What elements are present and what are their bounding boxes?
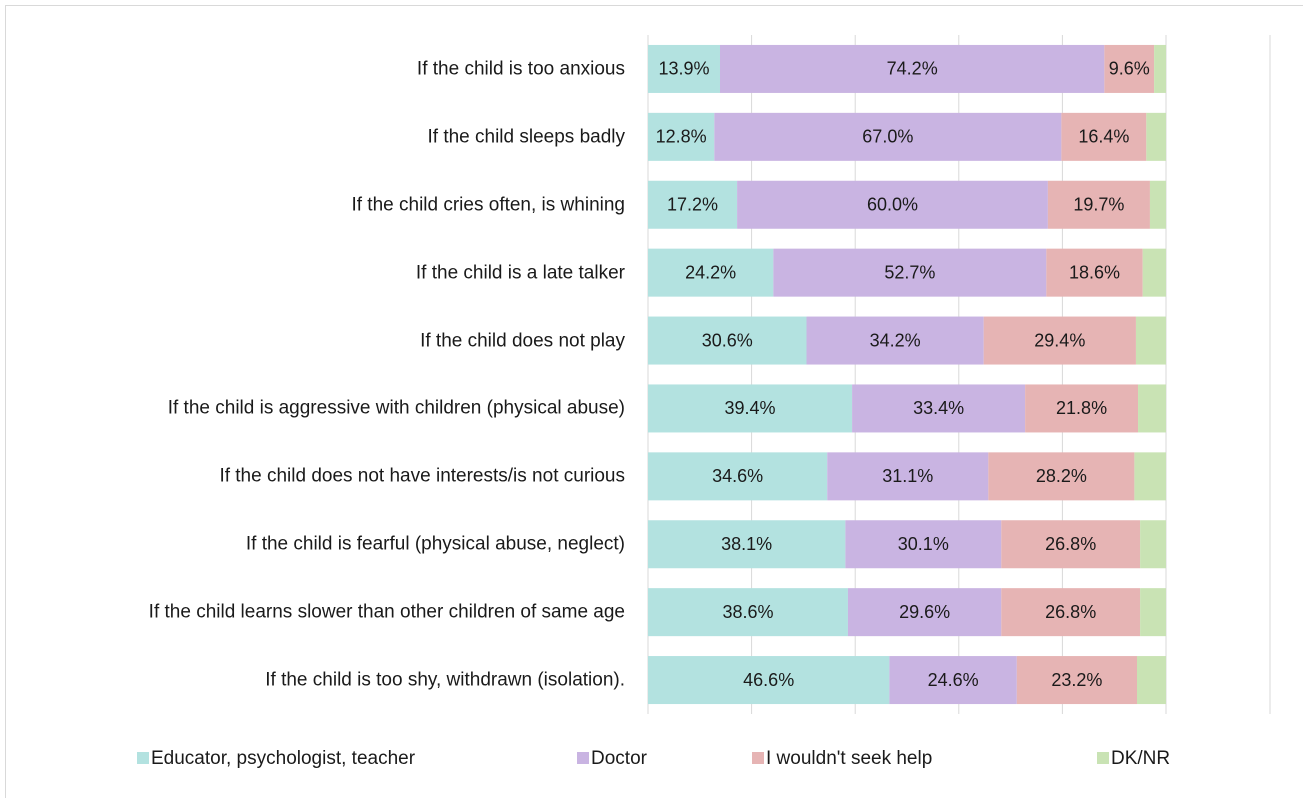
data-label: 24.6% xyxy=(928,670,979,690)
data-label: 28.2% xyxy=(1036,466,1087,486)
bar-segment xyxy=(1134,452,1166,501)
data-label: 34.6% xyxy=(712,466,763,486)
data-label: 24.2% xyxy=(685,262,736,282)
bar-segment xyxy=(714,112,1062,161)
category-label: If the child is too anxious xyxy=(416,58,625,80)
data-label: 30.1% xyxy=(898,534,949,554)
bar-segment xyxy=(1140,520,1166,569)
bar-segment xyxy=(648,588,848,637)
data-label: 26.8% xyxy=(1045,534,1096,554)
legend-label: Doctor xyxy=(591,748,648,769)
bar-segment xyxy=(720,44,1105,93)
data-label: 39.4% xyxy=(725,398,776,418)
category-label: If the child does not play xyxy=(420,330,625,352)
bar-segment xyxy=(983,316,1136,365)
bar-segment xyxy=(845,520,1002,569)
bar-segment xyxy=(806,316,984,365)
bar-segment xyxy=(1142,248,1166,297)
bar-segment xyxy=(1046,248,1143,297)
bar-segment xyxy=(648,656,890,705)
bar-segment xyxy=(1016,656,1137,705)
data-label: 12.8% xyxy=(656,127,707,147)
bar-segment xyxy=(773,248,1047,297)
bar-segment xyxy=(1140,588,1166,637)
data-label: 26.8% xyxy=(1045,602,1096,622)
bar-segment xyxy=(1149,180,1166,229)
bar-segment xyxy=(1146,112,1166,161)
bar-segment xyxy=(1025,384,1139,433)
data-label: 18.6% xyxy=(1069,262,1120,282)
chart-frame xyxy=(5,5,1303,798)
data-label: 33.4% xyxy=(913,398,964,418)
category-label: If the child is a late talker xyxy=(415,262,625,284)
bar-segment xyxy=(1136,656,1166,705)
data-label: 60.0% xyxy=(867,195,918,215)
legend-swatch xyxy=(752,752,764,764)
bar-segment xyxy=(648,112,715,161)
legend-label: Educator, psychologist, teacher xyxy=(151,748,416,769)
bar-segment xyxy=(1104,44,1155,93)
category-label: If the child does not have interests/is … xyxy=(219,465,625,487)
category-label: If the child is aggressive with children… xyxy=(167,397,625,419)
data-label: 23.2% xyxy=(1051,670,1102,690)
legend-swatch xyxy=(1097,752,1109,764)
bar-segment xyxy=(1001,588,1141,637)
bar-segment xyxy=(1138,384,1166,433)
category-label: If the child cries often, is whining xyxy=(351,194,625,216)
data-label: 31.1% xyxy=(882,466,933,486)
bar-segment xyxy=(852,384,1026,433)
data-label: 29.4% xyxy=(1034,330,1085,350)
category-label: If the child is too shy, withdrawn (isol… xyxy=(265,669,625,691)
category-label: If the child sleeps badly xyxy=(427,126,625,148)
data-label: 46.6% xyxy=(743,670,794,690)
data-label: 13.9% xyxy=(658,59,709,79)
bar-segment xyxy=(1001,520,1141,569)
bar-segment xyxy=(648,452,828,501)
bar-segment xyxy=(847,588,1002,637)
data-label: 67.0% xyxy=(862,127,913,147)
data-label: 38.1% xyxy=(721,534,772,554)
bar-segment xyxy=(648,180,738,229)
data-label: 38.6% xyxy=(722,602,773,622)
bar-segment xyxy=(988,452,1135,501)
data-label: 29.6% xyxy=(899,602,950,622)
category-label: If the child learns slower than other ch… xyxy=(148,601,625,623)
data-label: 17.2% xyxy=(667,195,718,215)
data-label: 30.6% xyxy=(702,330,753,350)
data-label: 74.2% xyxy=(887,59,938,79)
category-label: If the child is fearful (physical abuse,… xyxy=(245,533,625,555)
bar-segment xyxy=(648,520,846,569)
data-label: 19.7% xyxy=(1073,195,1124,215)
legend-swatch xyxy=(577,752,589,764)
data-label: 16.4% xyxy=(1078,127,1129,147)
bar-segment xyxy=(827,452,989,501)
data-label: 21.8% xyxy=(1056,398,1107,418)
data-label: 52.7% xyxy=(884,262,935,282)
data-label: 34.2% xyxy=(870,330,921,350)
bar-segment xyxy=(737,180,1048,229)
bar-segment xyxy=(648,44,721,93)
bar-segment xyxy=(648,384,853,433)
bar-segment xyxy=(1061,112,1147,161)
bar-segment xyxy=(648,316,807,365)
bar-segment xyxy=(889,656,1017,705)
bar-segment xyxy=(1154,44,1166,93)
data-label: 9.6% xyxy=(1109,59,1150,79)
bar-segment xyxy=(1135,316,1166,365)
legend-label: DK/NR xyxy=(1111,748,1170,769)
bar-segment xyxy=(648,248,774,297)
legend-swatch xyxy=(137,752,149,764)
legend-label: I wouldn't seek help xyxy=(766,748,932,769)
bar-segment xyxy=(1047,180,1150,229)
